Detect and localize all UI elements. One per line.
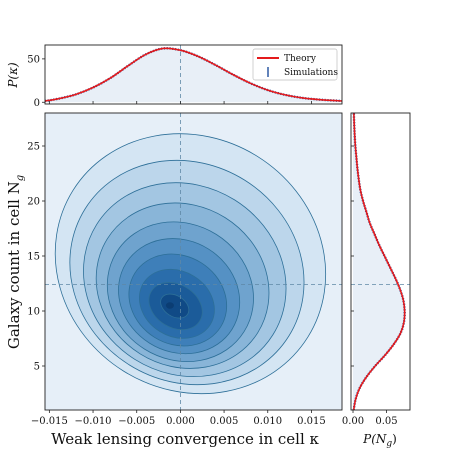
main-y-tick-label: 25 [27, 142, 40, 153]
main-x-tick-label: 0.010 [253, 416, 282, 427]
main-x-ticks: −0.015 −0.010 −0.005 0.000 0.005 0.010 0.015 [31, 410, 326, 427]
main-y-axis-label-subscript: g [15, 175, 26, 181]
right-x-axis-label: P(Ng) [362, 432, 397, 449]
main-x-axis-label: Weak lensing convergence in cell κ [51, 430, 319, 448]
top-y-ticks: 0 50 [27, 54, 45, 109]
right-panel-frame [350, 112, 411, 411]
main-x-tick-label: −0.010 [75, 416, 112, 427]
top-x-ticks [48, 101, 312, 104]
right-x-axis-label-close: ) [392, 432, 397, 446]
top-y-tick-label: 50 [27, 54, 40, 65]
right-x-tick-label: 0.00 [342, 416, 364, 427]
right-theory-curve [352, 113, 406, 410]
main-x-tick-label: 0.005 [210, 416, 239, 427]
legend-box [252, 48, 338, 81]
contour-levels [54, 133, 327, 395]
right-y-ticks [351, 145, 354, 367]
main-y-axis-label-group: Galaxy count in cell Ng [5, 175, 26, 349]
right-x-axis-label-subscript: g [386, 439, 392, 449]
right-x-axis-label-main: P(N [362, 432, 387, 446]
legend: Theory Simulations [252, 48, 338, 81]
main-y-tick-label: 5 [34, 362, 40, 373]
main-x-tick-label: −0.005 [118, 416, 155, 427]
main-y-tick-label: 15 [27, 252, 40, 263]
top-theory-curve [45, 47, 342, 102]
contour-peak [165, 302, 174, 309]
top-marginal-panel: 0 50 P(κ) Theory Simulations [6, 44, 343, 109]
legend-theory-label: Theory [284, 54, 317, 64]
main-joint-panel: −0.015 −0.010 −0.005 0.000 0.005 0.010 0.015 5… [5, 112, 343, 448]
main-y-tick-label: 20 [27, 197, 40, 208]
main-panel-frame [44, 112, 343, 411]
top-panel-frame [44, 44, 343, 105]
main-y-axis-label: Galaxy count in cell Ng [5, 175, 26, 349]
legend-simulations-label: Simulations [284, 68, 338, 78]
main-y-ticks: 5 10 15 20 25 [27, 142, 45, 373]
main-y-axis-label-main: Galaxy count in cell N [5, 181, 23, 349]
right-marginal-panel: 0.00 0.05 P(Ng) [342, 112, 411, 449]
top-y-tick-label: 0 [34, 98, 40, 109]
top-y-axis-label: P(κ) [6, 62, 20, 89]
top-marginal-fill [45, 48, 342, 103]
main-x-tick-label: −0.015 [31, 416, 68, 427]
main-y-tick-label: 10 [27, 307, 40, 318]
main-x-tick-label: 0.015 [297, 416, 326, 427]
right-x-ticks: 0.00 0.05 [342, 410, 398, 427]
right-x-tick-label: 0.05 [375, 416, 397, 427]
right-marginal-fill [353, 113, 405, 410]
main-x-tick-label: 0.000 [166, 416, 195, 427]
